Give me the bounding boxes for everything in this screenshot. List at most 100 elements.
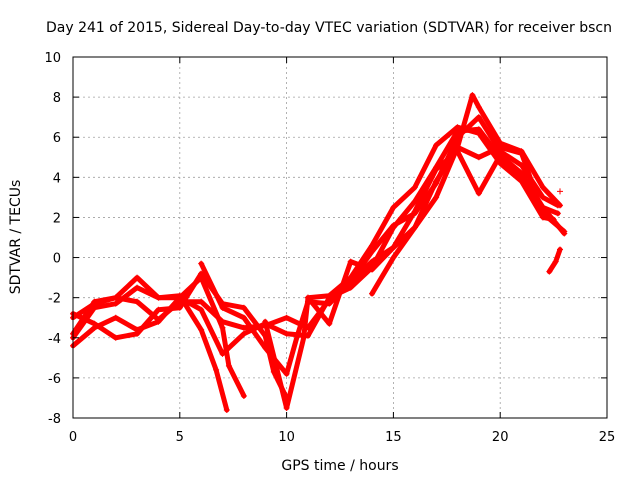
data-point [552, 258, 559, 265]
data-point [240, 330, 247, 337]
data-point [91, 320, 98, 327]
x-tick-label: 0 [69, 430, 77, 445]
data-point [390, 244, 397, 251]
data-point [155, 316, 162, 323]
data-point [475, 190, 482, 197]
data-point [283, 370, 290, 377]
data-point [112, 300, 119, 307]
data-point [433, 194, 440, 201]
data-point [240, 392, 247, 399]
data-point [262, 318, 269, 325]
data-point [539, 210, 546, 217]
data-point [539, 194, 546, 201]
x-axis-label: GPS time / hours [281, 458, 398, 474]
data-point [240, 324, 247, 331]
data-point [469, 92, 476, 99]
data-point [223, 406, 230, 413]
data-point [294, 332, 301, 339]
series-track-1 [70, 126, 561, 357]
data-point [497, 152, 504, 159]
data-point [326, 300, 333, 307]
data-point [326, 320, 333, 327]
data-point [155, 306, 162, 313]
data-point [518, 170, 525, 177]
data-point [539, 184, 546, 191]
data-point [454, 124, 461, 131]
y-tick-label: 10 [44, 51, 61, 66]
data-point [198, 274, 205, 281]
series-track-9 [369, 144, 568, 297]
data-point [213, 366, 220, 373]
data-point [347, 274, 354, 281]
data-point [134, 330, 141, 337]
y-tick-labels: -8 -6 -4 -2 0 2 4 6 8 10 [44, 51, 61, 427]
y-tick-label: -4 [48, 332, 61, 347]
series-track-6 [198, 92, 564, 377]
series-line [70, 275, 247, 399]
data-point [283, 330, 290, 337]
plot-frame [72, 56, 608, 419]
y-tick-label: 0 [53, 252, 61, 267]
data-point [262, 344, 269, 351]
data-point [112, 314, 119, 321]
data-point [369, 290, 376, 297]
x-tick-labels: 0 5 10 15 20 25 [69, 430, 615, 445]
data-point [134, 284, 141, 291]
series-line [369, 144, 567, 297]
x-tick-label: 20 [492, 430, 509, 445]
data-point [219, 304, 226, 311]
y-tick-label: 2 [53, 211, 61, 226]
data-point [518, 178, 525, 185]
y-tick-label: -8 [48, 412, 61, 427]
data-point [433, 166, 440, 173]
data-point [411, 198, 418, 205]
data-point [134, 298, 141, 305]
data-point [283, 314, 290, 321]
x-tick-label: 25 [599, 430, 616, 445]
data-point [390, 254, 397, 261]
grid [73, 57, 607, 418]
data-point [411, 208, 418, 215]
series-line [262, 124, 557, 411]
data-point [219, 324, 226, 331]
data-point [369, 242, 376, 249]
data-point [369, 258, 376, 265]
data-point [134, 274, 141, 281]
data-point [557, 246, 564, 253]
data-point [454, 144, 461, 151]
data-point [112, 334, 119, 341]
chart-title: Day 241 of 2015, Sidereal Day-to-day VTE… [46, 20, 612, 36]
data-point [112, 294, 119, 301]
data-point [561, 228, 568, 235]
y-tick-label: -6 [48, 372, 61, 387]
data-point [475, 154, 482, 161]
data-point [300, 334, 307, 341]
data-point [546, 268, 553, 275]
series-track-5 [70, 274, 247, 399]
y-tick-label: 8 [53, 91, 61, 106]
series-line [198, 92, 563, 377]
series-track-10 [546, 246, 564, 275]
data-point [198, 298, 205, 305]
data-point [433, 178, 440, 185]
data-point [155, 294, 162, 301]
data-point [557, 202, 564, 209]
data-point [91, 298, 98, 305]
data-point [240, 314, 247, 321]
data-point [198, 260, 205, 267]
data-point [390, 222, 397, 229]
data-point [304, 294, 311, 301]
x-tick-label: 10 [278, 430, 295, 445]
data-point [347, 258, 354, 265]
series-line [546, 247, 563, 275]
data-point [497, 144, 504, 151]
data-point [326, 292, 333, 299]
data-point [369, 266, 376, 273]
data-point [475, 104, 482, 111]
x-tick-label: 5 [176, 430, 184, 445]
data-point [176, 304, 183, 311]
data-point [475, 114, 482, 121]
y-tick-label: 6 [53, 131, 61, 146]
data-point [225, 362, 232, 369]
